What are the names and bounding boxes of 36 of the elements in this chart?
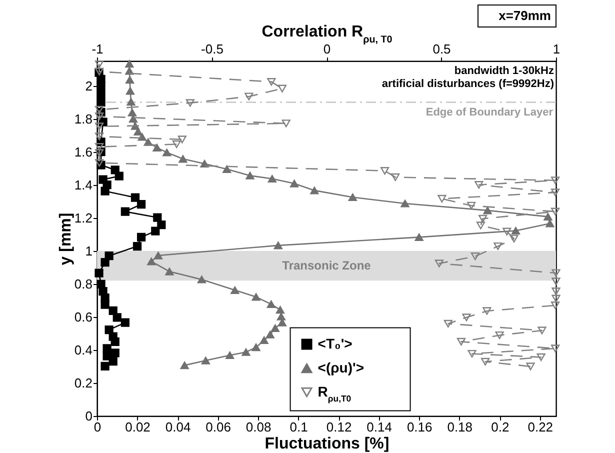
x-tick-label: 0.06 [206,420,231,434]
legend-label: R$_{ρu,T0}$ [318,383,352,404]
y-axis-title: y [mm] [57,212,74,266]
x-tick-label: 0.02 [125,420,150,434]
x-tick-label: 0.22 [528,420,554,434]
x2-tick-label: 0.5 [432,42,451,56]
y-tick-label: 2 [85,78,92,94]
ref-line-label: Edge of Boundary Layer [426,106,554,118]
y-tick-label: 1 [85,243,92,258]
x-tick-label: 0.04 [165,420,191,434]
x-tick-label: 0.1 [290,420,308,434]
x2-tick-label: -0.5 [201,42,224,56]
y-tick-label: 1.6 [74,144,92,160]
y-tick-label: 1.2 [74,210,92,226]
x2-tick-label: 1 [552,42,560,56]
x2-tick-label: -1 [92,42,104,56]
y-tick-label: 1.8 [74,111,92,126]
x-tick-label: 0.18 [447,420,473,434]
y-tick-label: 0.8 [74,276,92,292]
y-tick-label: 0.4 [74,342,92,358]
band-label: Transonic Zone [282,258,372,273]
x-tick-label: 0.16 [406,420,432,434]
x-tick-label: 0.14 [366,420,392,434]
x-tick-label: 0.2 [491,420,510,434]
annotation: artificial disturbances (f=9992Hz) [382,78,554,90]
y-tick-label: 1.4 [74,177,92,192]
y-tick-label: 0.6 [74,309,92,324]
legend-label: <T₀'> [318,335,352,352]
x-tick-label: 0.08 [246,420,272,434]
legend-label: <(ρu)'> [318,359,364,376]
y-tick-label: 0 [85,408,92,424]
text: x=79mm [498,8,551,23]
annotation: bandwidth 1-30kHz [454,65,554,77]
y-tick-label: 0.2 [74,375,92,390]
x-axis-title: Fluctuations [%] [264,436,390,452]
x-tick-label: 0.12 [326,420,352,434]
